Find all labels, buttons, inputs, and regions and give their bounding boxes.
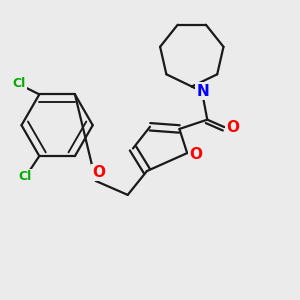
- Text: O: O: [92, 165, 105, 180]
- Text: O: O: [226, 120, 239, 135]
- Text: N: N: [196, 84, 209, 99]
- Text: O: O: [189, 147, 202, 162]
- Text: Cl: Cl: [19, 170, 32, 183]
- Text: Cl: Cl: [13, 77, 26, 90]
